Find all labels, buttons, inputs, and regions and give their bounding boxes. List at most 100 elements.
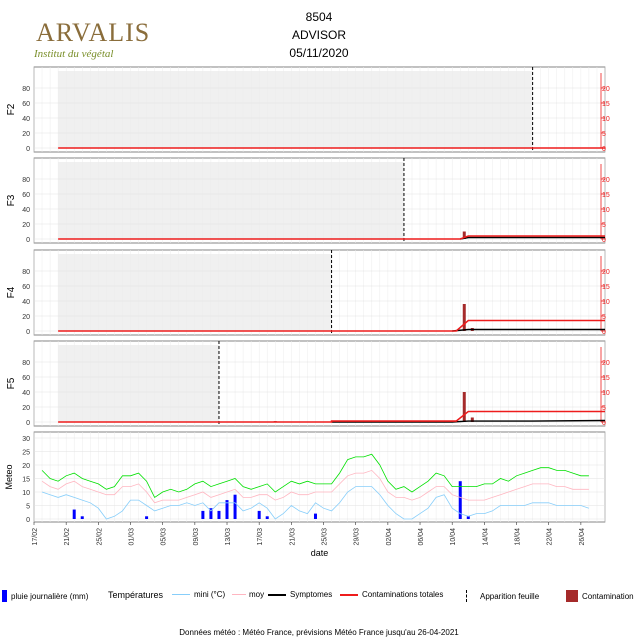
rain-bar [233,494,237,519]
x-tick-label: 10/04 [450,528,457,546]
y-tick-left: 0 [26,237,30,244]
y-tick-right: 10 [602,116,610,123]
panel-label: F2 [6,103,17,115]
x-tick-label: 13/03 [225,528,232,546]
y-tick-left: 80 [22,269,30,276]
legend-rain: pluie journalière (mm) [2,590,88,602]
contamination-bar [462,231,466,239]
panel-meteo: 0 5 10 15 20 25 30 Meteo [4,431,606,524]
rain-swatch [2,590,7,602]
panel-f4: 0 20 40 60 80 0 5 10 15 20 F4 [6,249,610,336]
y-tick-left: 60 [22,192,30,199]
y-tick-right: 5 [602,314,606,321]
x-tick-label: 09/03 [193,528,200,546]
panel-f3: 0 20 40 60 80 0 5 10 15 20 F3 [6,157,610,244]
legend: pluie journalière (mm) Températures mini… [0,590,638,606]
y-tick-right: 10 [602,390,610,397]
y-tick-left: 40 [22,207,30,214]
logo-subtitle: Institut du végétal [34,48,114,60]
y-tick-right: 15 [602,375,610,382]
mean-temp-line [41,469,589,504]
x-tick-label: 02/04 [386,528,393,546]
y-tick-right: 15 [602,192,610,199]
contamination-total-line [58,319,605,332]
y-tick-left: 40 [22,299,30,306]
x-tick-label: 21/02 [64,528,71,546]
legend-temps-title: Températures [108,590,164,600]
y-tick: 15 [22,477,30,484]
contamination-bar [470,417,474,422]
y-tick-right: 0 [602,420,606,427]
y-tick-right: 20 [602,177,610,184]
y-tick-left: 60 [22,101,30,108]
legend-symptoms-label: Symptomes [290,590,333,599]
rain-bar [265,516,269,519]
shaded-region [58,162,404,239]
contamination-total-line [58,410,605,423]
header-line-1: 8504 [305,10,333,24]
y-tick-right: 10 [602,299,610,306]
rain-bar [257,510,261,519]
rain-bar [217,510,221,519]
y-tick-left: 80 [22,86,30,93]
y-tick-right: 20 [602,269,610,276]
panel-label: F5 [6,377,17,389]
legend-moy: moy [232,590,264,599]
y-tick-left: 0 [26,329,30,336]
rain-bar [458,481,462,519]
legend-symptoms: Symptomes [268,590,332,599]
x-tick-label: 14/04 [482,528,489,546]
rain-bar [209,508,213,519]
shaded-region [58,71,533,148]
min-temp-line [41,486,590,520]
x-tick-label: 18/04 [515,528,522,546]
x-tick-label: 06/04 [418,528,425,546]
y-tick-right: 5 [602,131,606,138]
y-tick-right: 15 [602,284,610,291]
y-tick-left: 80 [22,177,30,184]
x-tick-label: 29/03 [354,528,361,546]
y-tick-left: 40 [22,390,30,397]
logo-text: ARVALIS [36,18,151,47]
legend-contam-total-label: Contaminations totales [362,590,444,599]
y-tick-right: 20 [602,86,610,93]
y-tick: 0 [26,517,30,524]
y-tick: 30 [22,436,30,443]
legend-min: mini (°C) [172,590,225,599]
contam-total-swatch [340,593,358,596]
legend-moy-label: moy [249,590,265,599]
y-tick-right: 15 [602,101,610,108]
leaf-swatch [466,590,468,602]
legend-contam-total: Contaminations totales [340,590,443,599]
x-tick-label: 01/03 [129,528,136,546]
rain-bar [80,516,84,519]
y-tick-left: 80 [22,360,30,367]
y-tick-right: 0 [602,237,606,244]
y-tick-left: 20 [22,222,30,229]
y-tick: 5 [26,504,30,511]
y-tick-left: 60 [22,375,30,382]
x-tick-label: 21/03 [289,528,296,546]
panel-frame [33,431,606,523]
contamination-total-line [58,235,605,240]
symptoms-swatch [268,593,286,596]
arvalis-logo: ARVALIS Institut du végétal [28,14,149,64]
panel-f5: 0 20 40 60 80 0 5 10 15 20 F5 [6,340,610,427]
y-tick-left: 20 [22,405,30,412]
y-tick-left: 60 [22,284,30,291]
legend-leaf-label: Apparition feuille [480,591,540,601]
legend-contam-label: Contamination [582,591,634,601]
y-tick-left: 0 [26,146,30,153]
panel-f2: 0 20 40 60 80 0 5 10 15 20 F2 [6,66,610,153]
x-tick-label: 25/02 [96,528,103,546]
rain-bar [466,516,470,519]
y-tick-right: 5 [602,222,606,229]
legend-contam: Contamination [566,590,634,602]
x-tick-label: 26/04 [579,528,586,546]
x-axis-label: date [311,548,329,558]
x-tick-label: 05/03 [161,528,168,546]
contamination-bar [462,304,466,331]
max-temp-line [41,453,589,498]
x-tick-label: 17/03 [257,528,264,546]
contam-swatch [566,590,578,602]
